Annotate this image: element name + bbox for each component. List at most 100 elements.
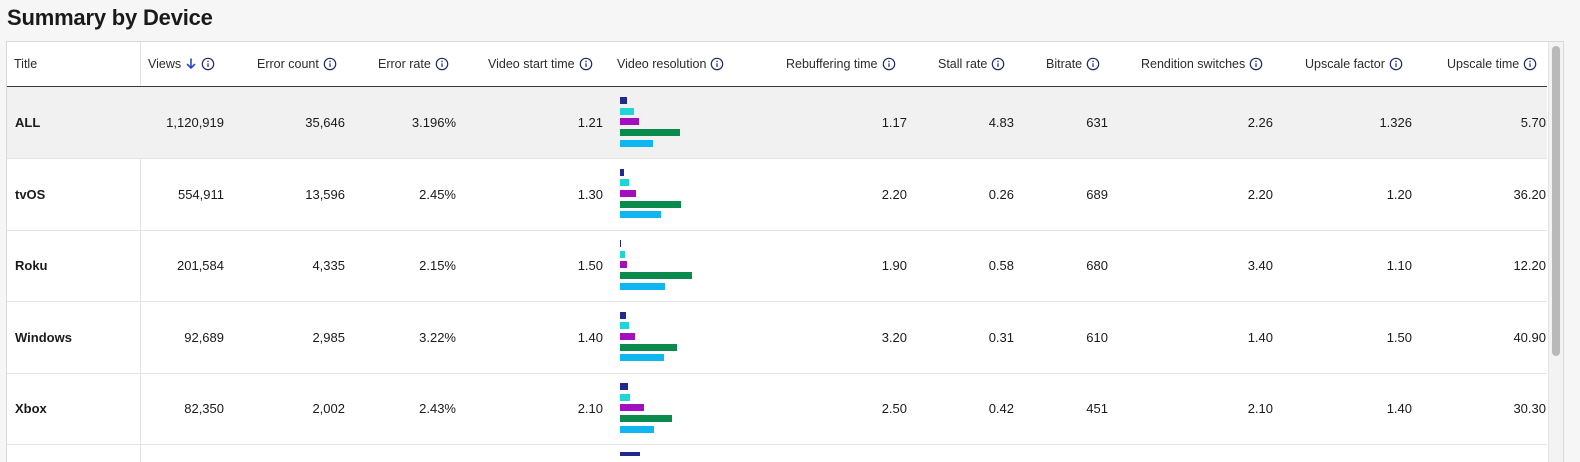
header-label: Upscale factor (1305, 57, 1385, 71)
cell-video-start-time: 2.10 (577, 401, 603, 416)
resolution-bar (620, 211, 662, 219)
cell-error-count: 35,646 (305, 115, 345, 130)
header-stall-rate[interactable]: Stall rate (938, 42, 1005, 86)
header-error-count[interactable]: Error count (257, 42, 337, 86)
cell-stall-rate: 0.58 (988, 258, 1014, 273)
cell-rebuffering-time: 2.20 (881, 186, 907, 202)
header-label: Bitrate (1046, 57, 1083, 71)
cell-video-start-time: 1.40 (577, 329, 603, 345)
header-rebuffering-time[interactable]: Rebuffering time (786, 42, 896, 86)
table-header-row: Title Views Error count Error rate Video… (7, 42, 1547, 87)
cell-views: 554,911 (177, 186, 224, 202)
cell-rendition-switches: 2.10 (1247, 401, 1273, 416)
cell-error-rate: 2.43% (419, 401, 456, 416)
cell-upscale-time: 12.20 (1513, 258, 1546, 273)
resolution-bar (620, 415, 672, 423)
info-icon[interactable] (1389, 57, 1403, 71)
cell-stall-rate: 0.42 (988, 401, 1014, 416)
header-label: Rendition switches (1141, 57, 1246, 71)
arrow-down-icon[interactable] (185, 57, 197, 71)
resolution-bar (620, 118, 640, 126)
cell-error-count: 13,596 (305, 186, 345, 202)
cell-bitrate: 631 (1086, 115, 1108, 130)
info-icon[interactable] (323, 57, 337, 71)
cell-rendition-switches: 2.26 (1247, 115, 1273, 130)
info-icon[interactable] (1249, 57, 1263, 71)
info-icon[interactable] (435, 57, 449, 71)
cell-upscale-factor: 1.20 (1386, 186, 1412, 202)
cell-views: 1,120,919 (166, 115, 224, 130)
cell-error-rate: 3.196% (411, 115, 456, 130)
cell-video-start-time: 1.50 (577, 258, 603, 273)
video-resolution-bars (620, 240, 760, 300)
header-video-resolution[interactable]: Video resolution (617, 42, 724, 86)
cell-error-count: 2,002 (312, 401, 345, 416)
cell-bitrate: 610 (1086, 329, 1108, 345)
resolution-bar (620, 200, 682, 208)
row-title: Windows (15, 329, 72, 345)
table-row[interactable]: tvOS 554,911 13,596 2.45% 1.30 2.20 0.26 689 2.2… (7, 159, 1547, 231)
row-title: Xbox (15, 401, 47, 416)
header-rendition-switches[interactable]: Rendition switches (1141, 42, 1263, 86)
header-label: Upscale time (1447, 57, 1520, 71)
header-upscale-time[interactable]: Upscale time (1447, 42, 1537, 86)
cell-views: 201,584 (177, 258, 224, 273)
resolution-bar (620, 322, 629, 330)
row-title: tvOS (15, 186, 46, 202)
resolution-bar (620, 250, 626, 258)
resolution-bar (620, 452, 640, 456)
resolution-bar (620, 354, 664, 362)
cell-error-count: 2,985 (312, 329, 345, 345)
cell-upscale-time: 36.20 (1513, 186, 1546, 202)
resolution-bar (620, 107, 635, 115)
resolution-bar (620, 404, 644, 412)
cell-error-rate: 2.15% (419, 258, 456, 273)
cell-upscale-time: 30.30 (1513, 401, 1546, 416)
header-label: Views (148, 57, 182, 71)
header-label: Error rate (378, 57, 431, 71)
video-resolution-bars (620, 168, 760, 229)
info-icon[interactable] (1523, 57, 1537, 71)
cell-upscale-factor: 1.10 (1386, 258, 1412, 273)
video-resolution-bars (620, 311, 760, 372)
header-error-rate[interactable]: Error rate (378, 42, 449, 86)
info-icon[interactable] (882, 57, 896, 71)
scrollbar-thumb[interactable] (1552, 46, 1560, 356)
table-row[interactable]: ALL 1,120,919 35,646 3.196% 1.21 1.17 4.83 631 2… (7, 87, 1547, 159)
table-row[interactable]: Windows 92,689 2,985 3.22% 1.40 3.20 0.31 610 1.… (7, 302, 1547, 374)
vertical-scrollbar[interactable] (1548, 42, 1563, 462)
header-bitrate[interactable]: Bitrate (1046, 42, 1100, 86)
header-upscale-factor[interactable]: Upscale factor (1305, 42, 1403, 86)
cell-video-start-time: 1.30 (577, 186, 603, 202)
header-label: Rebuffering time (786, 57, 878, 71)
header-video-start-time[interactable]: Video start time (488, 42, 593, 86)
row-title: ALL (15, 115, 41, 130)
cell-upscale-factor: 1.326 (1379, 115, 1412, 130)
table-row[interactable]: Roku 201,584 4,335 2.15% 1.50 1.90 0.58 680 3.40… (7, 230, 1547, 302)
info-icon[interactable] (1086, 57, 1100, 71)
cell-rendition-switches: 3.40 (1247, 258, 1273, 273)
cell-stall-rate: 0.31 (988, 329, 1014, 345)
cell-upscale-time: 5.70 (1520, 115, 1546, 130)
cell-rebuffering-time: 3.20 (881, 329, 907, 345)
header-views[interactable]: Views (148, 42, 215, 86)
cell-views: 82,350 (184, 401, 224, 416)
info-icon[interactable] (201, 57, 215, 71)
info-icon[interactable] (579, 57, 593, 71)
device-summary-table: Title Views Error count Error rate Video… (6, 41, 1564, 462)
cell-rendition-switches: 2.20 (1247, 186, 1273, 202)
video-resolution-bars (620, 97, 760, 157)
cell-bitrate: 689 (1086, 186, 1108, 202)
cell-rendition-switches: 1.40 (1247, 329, 1273, 345)
resolution-bar (620, 393, 631, 401)
table-row[interactable]: Xbox 82,350 2,002 2.43% 2.10 2.50 0.42 451 2.10 1… (7, 373, 1547, 445)
info-icon[interactable] (710, 57, 724, 71)
header-label: Title (14, 57, 38, 71)
resolution-bar (620, 311, 627, 319)
header-title[interactable]: Title (14, 42, 37, 86)
cell-error-rate: 2.45% (419, 186, 456, 202)
info-icon[interactable] (991, 57, 1005, 71)
cell-rebuffering-time: 2.50 (881, 401, 907, 416)
cell-views: 92,689 (184, 329, 224, 345)
resolution-bar (620, 240, 622, 247)
